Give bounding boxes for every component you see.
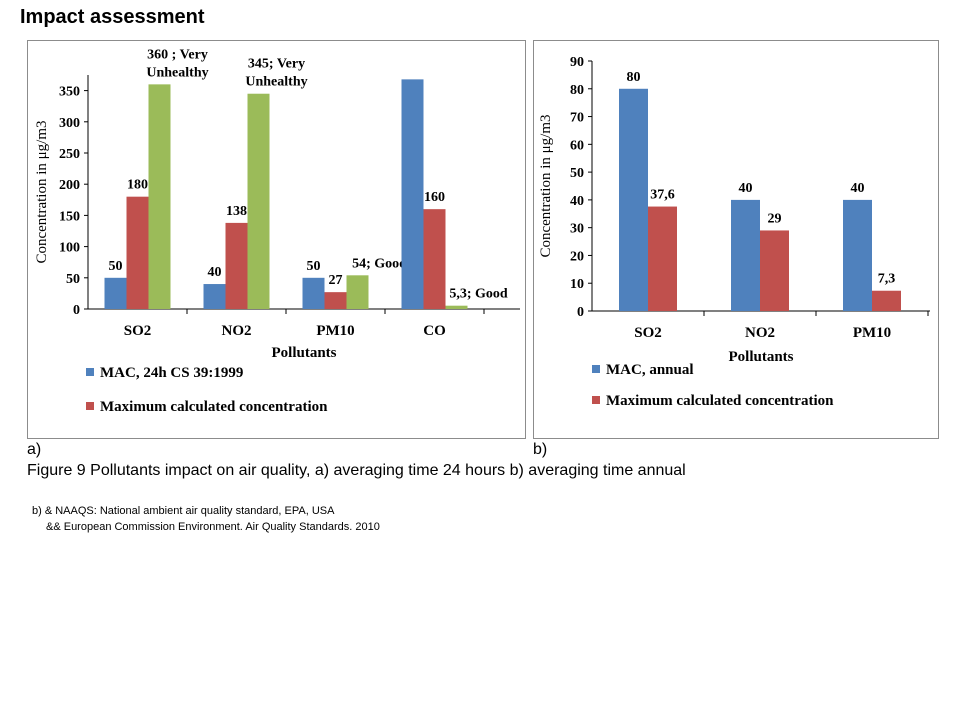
x-tick-label-so2: SO2	[634, 325, 662, 341]
footnote-ec: && European Commission Environment. Air …	[46, 521, 380, 533]
data-label: 50	[307, 259, 321, 274]
x-axis-title: Pollutants	[271, 345, 336, 361]
bar-so2-series-1	[619, 88, 648, 312]
y-tick-label: 80	[570, 83, 584, 98]
legend-label-2: Maximum calculated concentration	[100, 399, 328, 415]
figure-caption: Figure 9 Pollutants impact on air qualit…	[27, 462, 686, 479]
y-tick-label: 250	[59, 147, 80, 162]
data-label: 345; Very	[248, 57, 305, 72]
bar-no2-series-1	[731, 199, 760, 311]
bar-co-series-1	[401, 79, 424, 309]
chart-a: 0 50 100 150 200 250 300 350 SO2 50 180 360 ; Very U…	[34, 47, 520, 415]
data-label: 40	[208, 265, 222, 280]
legend-label-1: MAC, 24h CS 39:1999	[100, 365, 243, 381]
y-tick-label: 40	[570, 194, 584, 209]
y-tick-label: 0	[73, 303, 80, 318]
data-label: 180	[127, 178, 148, 193]
bar-so2-series-2	[648, 206, 677, 311]
y-axis-title: Concentration in μg/m3	[34, 120, 50, 263]
bar-co-series-3	[445, 305, 468, 309]
data-label: Unhealthy	[245, 75, 307, 90]
bar-pm10-series-3	[346, 275, 369, 309]
chart-a-frame: 0 50 100 150 200 250 300 350 SO2 50 180 360 ; Very U…	[27, 40, 526, 439]
y-tick-label: 50	[66, 272, 80, 287]
bar-pm10-series-1	[302, 277, 325, 309]
legend-swatch-1	[86, 368, 94, 376]
legend-swatch-2	[592, 396, 600, 404]
data-label: 5,3; Good	[449, 287, 508, 302]
panel-a-label: a)	[27, 441, 42, 458]
data-label: 27	[329, 273, 343, 288]
y-tick-label: 300	[59, 116, 80, 131]
chart-b: 0 10 20 30 40 50 60 70 80 90 SO2 80 37,6 NO2 40 29 PM10 4…	[538, 55, 930, 409]
y-tick-label: 70	[570, 111, 584, 126]
data-label: 37,6	[650, 188, 675, 203]
bar-no2-series-2	[760, 230, 789, 311]
legend-swatch-2	[86, 402, 94, 410]
footnote-naaqs: b) & NAAQS: National ambient air quality…	[32, 505, 335, 517]
legend-swatch-1	[592, 365, 600, 373]
data-label: 29	[768, 211, 782, 226]
x-tick-label-pm10: PM10	[853, 325, 891, 341]
y-tick-label: 150	[59, 209, 80, 224]
y-tick-label: 60	[570, 138, 584, 153]
bar-pm10-series-2	[324, 292, 347, 309]
y-tick-label: 20	[570, 249, 584, 264]
bar-no2-series-3	[247, 93, 270, 309]
bar-pm10-series-2	[872, 290, 901, 311]
data-label: 360 ; Very	[147, 47, 208, 62]
data-label: 7,3	[878, 272, 896, 287]
x-tick-label-so2: SO2	[124, 323, 152, 339]
bar-so2-series-3	[148, 84, 171, 309]
panel-b-label: b)	[533, 441, 548, 458]
x-axis-title: Pollutants	[728, 349, 793, 365]
data-label: 40	[739, 181, 753, 196]
y-tick-label: 50	[570, 166, 584, 181]
bar-no2-series-1	[203, 284, 226, 309]
legend-label-1: MAC, annual	[606, 362, 694, 378]
data-label: Unhealthy	[146, 65, 208, 80]
y-tick-label: 90	[570, 55, 584, 70]
y-tick-label: 30	[570, 222, 584, 237]
data-label: 138	[226, 204, 247, 219]
data-label: 54; Good	[352, 256, 407, 271]
y-tick-label: 0	[577, 305, 584, 320]
y-tick-label: 10	[570, 277, 584, 292]
page-title: Impact assessment	[20, 6, 205, 28]
data-label: 160	[424, 190, 445, 205]
bar-so2-series-2	[126, 196, 149, 309]
data-label: 80	[627, 70, 641, 85]
bar-no2-series-2	[225, 222, 248, 309]
x-tick-label-pm10: PM10	[316, 323, 354, 339]
bar-co-series-2	[423, 209, 446, 309]
data-label: 50	[109, 259, 123, 274]
x-tick-label-no2: NO2	[745, 325, 775, 341]
bar-pm10-series-1	[843, 199, 872, 311]
bar-so2-series-1	[104, 277, 127, 309]
chart-b-frame: 0 10 20 30 40 50 60 70 80 90 SO2 80 37,6 NO2 40 29 PM10 4…	[533, 40, 939, 439]
data-label: 40	[851, 181, 865, 196]
y-axis-title: Concentration in μg/m3	[538, 114, 554, 257]
y-tick-label: 100	[59, 241, 80, 256]
y-tick-label: 200	[59, 178, 80, 193]
x-tick-label-co: CO	[423, 323, 446, 339]
y-tick-label: 350	[59, 85, 80, 100]
x-tick-label-no2: NO2	[222, 323, 252, 339]
legend-label-2: Maximum calculated concentration	[606, 393, 834, 409]
